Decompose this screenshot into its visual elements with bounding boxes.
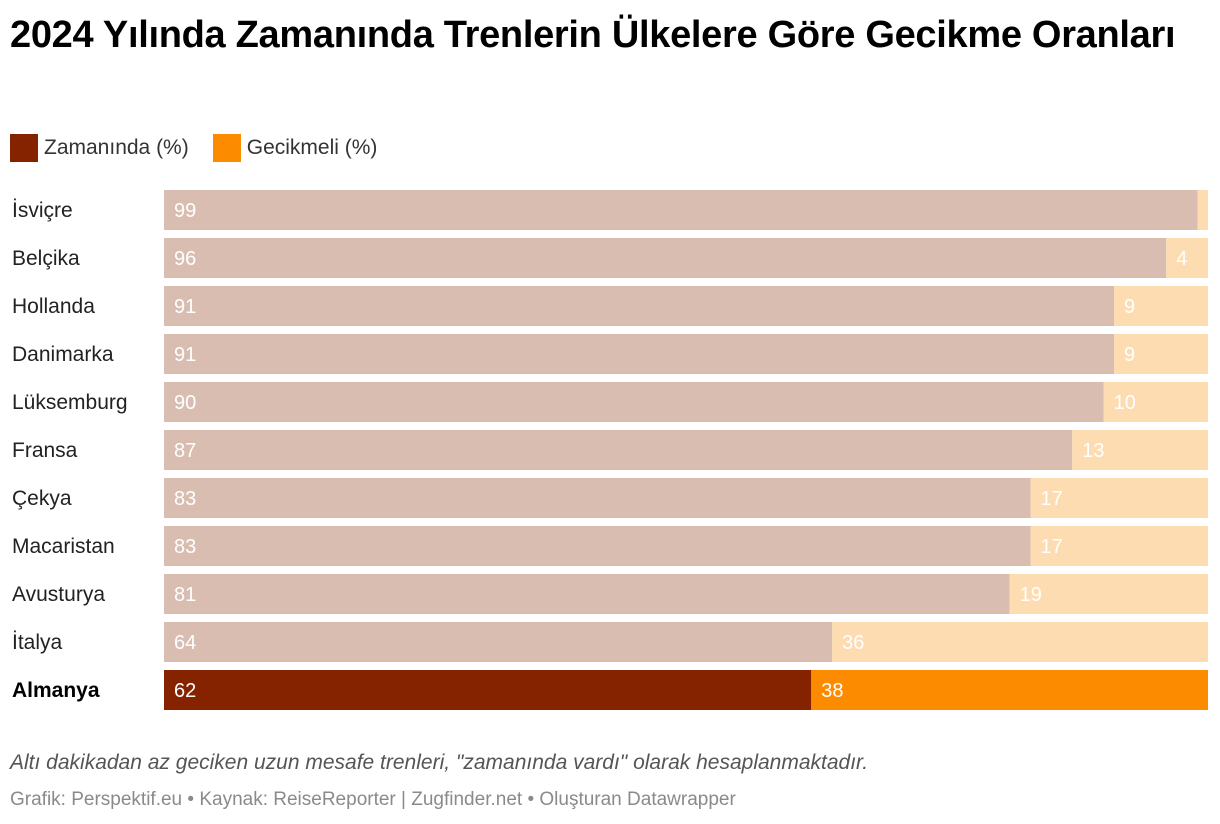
value-label-delayed: 17: [1041, 488, 1063, 510]
bar-delayed: [832, 622, 1208, 662]
legend-item-delayed: Gecikmeli (%): [212, 134, 378, 162]
bar-on-time: [164, 574, 1010, 614]
country-label: Hollanda: [12, 295, 95, 318]
bar-delayed: [1114, 286, 1208, 326]
value-label-delayed: 13: [1082, 440, 1104, 462]
value-label-on-time: 87: [174, 440, 196, 462]
value-label-on-time: 83: [174, 488, 196, 510]
legend-label-delayed: Gecikmeli (%): [246, 136, 378, 159]
bar-on-time: [164, 334, 1115, 374]
value-label-delayed: 19: [1020, 584, 1042, 606]
bar-delayed: [1030, 526, 1208, 566]
country-label: Fransa: [12, 439, 78, 462]
value-label-on-time: 62: [174, 680, 196, 702]
chart-title: 2024 Yılında Zamanında Trenlerin Ülkeler…: [10, 14, 1176, 56]
chart-footer: Grafik: Perspektif.eu • Kaynak: ReiseRep…: [10, 789, 736, 810]
value-label-on-time: 64: [174, 632, 196, 654]
chart-note: Altı dakikadan az geciken uzun mesafe tr…: [10, 751, 869, 774]
legend-swatch-delayed: [212, 134, 241, 162]
value-label-delayed: 4: [1176, 248, 1187, 270]
bar-delayed: [1072, 430, 1208, 470]
country-label: Belçika: [12, 247, 80, 270]
value-label-delayed: 9: [1124, 296, 1135, 318]
value-label-delayed: 17: [1041, 536, 1063, 558]
country-label: İsviçre: [12, 199, 73, 222]
bar-on-time: [164, 430, 1073, 470]
bar-on-time: [164, 622, 833, 662]
bar-delayed: [1197, 190, 1208, 230]
value-label-on-time: 96: [174, 248, 196, 270]
value-label-on-time: 81: [174, 584, 196, 606]
country-label: Avusturya: [12, 583, 105, 606]
legend: Zamanında (%) Gecikmeli (%): [10, 133, 401, 163]
bar-on-time: [164, 238, 1167, 278]
country-label: Lüksemburg: [12, 391, 128, 414]
bar-on-time: [164, 382, 1104, 422]
value-label-delayed: 9: [1124, 344, 1135, 366]
legend-label-on-time: Zamanında (%): [44, 136, 189, 159]
bar-on-time: [164, 670, 812, 710]
bar-delayed: [1166, 238, 1208, 278]
bar-on-time: [164, 526, 1031, 566]
bar-on-time: [164, 478, 1031, 518]
value-label-on-time: 83: [174, 536, 196, 558]
legend-swatch-on-time: [10, 134, 38, 162]
country-label: Danimarka: [12, 343, 114, 366]
value-label-on-time: 99: [174, 200, 196, 222]
value-label-delayed: 10: [1114, 392, 1136, 414]
country-label: İtalya: [12, 631, 63, 654]
bar-delayed: [1030, 478, 1208, 518]
bar-on-time: [164, 190, 1198, 230]
country-label: Almanya: [12, 679, 100, 702]
value-label-delayed: 36: [842, 632, 864, 654]
country-label: Macaristan: [12, 535, 115, 558]
bar-delayed: [1103, 382, 1208, 422]
bar-on-time: [164, 286, 1115, 326]
value-label-on-time: 91: [174, 344, 196, 366]
bar-delayed: [811, 670, 1208, 710]
value-label-delayed: 38: [821, 680, 843, 702]
value-label-on-time: 91: [174, 296, 196, 318]
bar-delayed: [1114, 334, 1208, 374]
country-label: Çekya: [12, 487, 72, 510]
bar-delayed: [1009, 574, 1208, 614]
value-label-on-time: 90: [174, 392, 196, 414]
legend-item-on-time: Zamanında (%): [10, 134, 189, 162]
